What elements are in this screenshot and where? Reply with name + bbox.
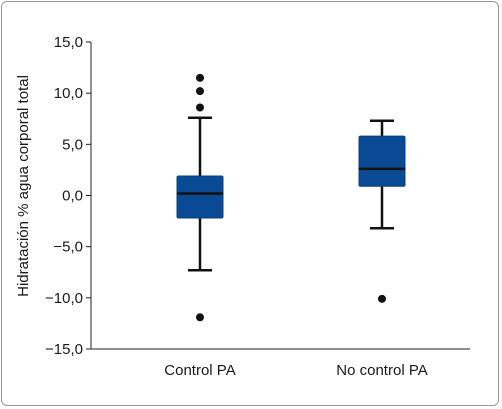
x-labels: Control PA No control PA — [164, 362, 427, 379]
x-category-label: No control PA — [336, 362, 427, 379]
outlier-point — [378, 294, 386, 303]
iqr-box — [358, 135, 406, 187]
y-tick-label: 5,0 — [62, 136, 83, 153]
box-group — [358, 119, 406, 303]
y-tick-label: 0,0 — [62, 188, 83, 205]
y-tick-label: −15,0 — [45, 341, 83, 358]
box-group — [176, 73, 224, 322]
y-axis-title: Hidratación % agua corporal total — [15, 75, 32, 297]
y-ticks: 15,0 10,0 5,0 0,0 −5,0 −10,0 −15,0 — [45, 34, 91, 358]
outlier-point — [196, 313, 204, 322]
x-category-label: Control PA — [164, 362, 235, 379]
outlier-point — [196, 87, 204, 96]
outlier-point — [196, 73, 204, 82]
axes — [90, 42, 470, 350]
y-tick-label: 10,0 — [54, 85, 83, 102]
y-tick-label: −5,0 — [53, 239, 83, 256]
outlier-point — [196, 103, 204, 112]
iqr-box — [176, 175, 224, 219]
y-tick-label: −10,0 — [45, 290, 83, 307]
boxes — [176, 73, 406, 322]
y-tick-label: 15,0 — [54, 34, 83, 51]
